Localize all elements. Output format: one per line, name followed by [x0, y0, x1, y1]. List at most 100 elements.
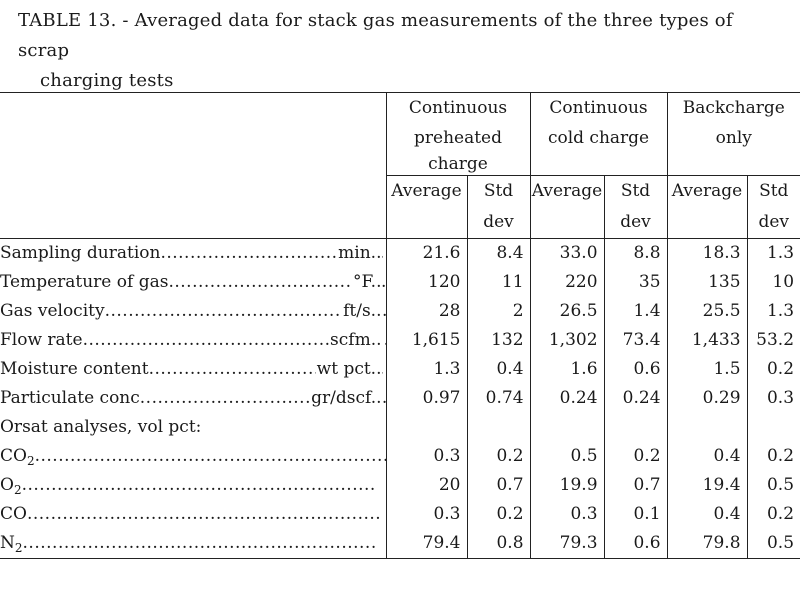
row-label: Temperature of gas......................…: [0, 268, 386, 297]
table-cell: 25.5: [666, 297, 748, 326]
row-label-text: CO: [0, 504, 27, 524]
table-cell: 0.97: [385, 384, 467, 413]
table-cell: 28: [385, 297, 467, 326]
subheader-std-line1: Std: [759, 181, 789, 201]
subheader-std-line2: dev: [620, 212, 651, 232]
subheader-average-text: Average: [531, 181, 603, 201]
row-label-text: O: [0, 475, 14, 495]
table-cell: 0.24: [603, 384, 668, 413]
subheader-std-line2: dev: [483, 212, 514, 232]
table-cell: 8.4: [466, 238, 531, 268]
caption-line-1: TABLE 13. - Averaged data for stack gas …: [18, 10, 733, 61]
row-label: CO......................................…: [0, 500, 386, 529]
row-label: Sampling duration.......................…: [0, 239, 386, 268]
table-cell: 19.9: [529, 471, 605, 500]
subheader-std: Std dev: [466, 175, 531, 239]
table-cell: 0.2: [746, 355, 800, 384]
table-cell: 0.2: [466, 442, 531, 471]
subheader-std-line1: Std: [620, 181, 651, 201]
table-cell: 0.3: [385, 442, 467, 471]
table-cell: 0.2: [746, 500, 800, 529]
table-cell: 2: [466, 297, 531, 326]
table-cell: 0.3: [746, 384, 800, 413]
table-cell: 1.6: [529, 355, 605, 384]
table-cell: 0.4: [666, 500, 748, 529]
row-label: Gas velocity............................…: [0, 297, 386, 326]
row-label-subscript: 2: [14, 541, 23, 555]
table-cell: [666, 413, 748, 442]
table-cell: 8.8: [603, 238, 668, 268]
table-cell: 26.5: [529, 297, 605, 326]
table-row: O2......................................…: [0, 471, 800, 500]
row-label: O2......................................…: [0, 471, 386, 500]
orsat-heading: Orsat analyses, vol pct:: [0, 417, 202, 437]
leader-dots: ........................................…: [168, 272, 386, 292]
table-row: N2......................................…: [0, 529, 800, 559]
table-cell: 0.24: [529, 384, 605, 413]
group-header-line: cold charge: [547, 128, 650, 148]
table-cell: 1.4: [603, 297, 668, 326]
subheader-std-line1: Std: [483, 181, 514, 201]
subheader-average: Average: [385, 175, 467, 239]
table-cell: 0.74: [466, 384, 531, 413]
table-cell: 0.2: [603, 442, 668, 471]
row-label-subscript: 2: [13, 483, 22, 497]
table-cell: 35: [603, 268, 668, 297]
table-cell: 0.7: [603, 471, 668, 500]
table-cell: 0.2: [466, 500, 531, 529]
table-cell: 0.29: [666, 384, 748, 413]
leader-dots: ........................................…: [104, 301, 386, 321]
subheader-std: Std dev: [746, 175, 800, 239]
group-header-preheated: Continuous preheated charge: [385, 92, 531, 176]
subheader-blank: [0, 175, 386, 239]
table-cell: 0.4: [666, 442, 748, 471]
table-cell: 1.5: [666, 355, 748, 384]
table-cell: 1.3: [746, 238, 800, 268]
table-row: CO......................................…: [0, 500, 800, 529]
row-label-text: Temperature of gas: [0, 272, 169, 292]
table-cell: 0.2: [746, 442, 800, 471]
subheader-std-line2: dev: [758, 212, 790, 232]
row-label-text: N: [0, 533, 15, 553]
row-label-text: Moisture content: [0, 359, 149, 379]
leader-dots: ........................................…: [21, 475, 376, 495]
row-label-text: Particulate conc: [0, 388, 140, 408]
table-cell: 21.6: [385, 238, 467, 268]
table-cell: [466, 413, 531, 442]
row-label-text: Sampling duration: [0, 243, 161, 263]
table-cell: 0.3: [385, 500, 467, 529]
row-label: N2......................................…: [0, 529, 386, 559]
table-cell: 135: [666, 268, 748, 297]
leader-dots: ........................................…: [22, 533, 377, 553]
group-header-line: only: [715, 128, 752, 148]
row-unit: ft/s..: [342, 297, 382, 326]
header-blank: [0, 92, 386, 176]
leader-dots: ........................................…: [160, 243, 386, 263]
row-unit: gr/dscf..: [310, 384, 382, 413]
table-cell: 0.5: [746, 471, 800, 500]
table-cell: 0.6: [603, 529, 668, 559]
table-row: CO2.....................................…: [0, 442, 800, 471]
table-caption: TABLE 13. - Averaged data for stack gas …: [18, 6, 788, 96]
table-cell: 0.6: [603, 355, 668, 384]
group-header-line: Continuous: [549, 98, 648, 118]
group-header-line: Continuous: [408, 98, 508, 118]
table-cell: 53.2: [746, 326, 800, 355]
table-cell: 1,615: [385, 326, 467, 355]
row-label: Particulate conc........................…: [0, 384, 386, 413]
subheader-average-text: Average: [391, 181, 462, 201]
subheader-std: Std dev: [603, 175, 668, 239]
subheader-average-text: Average: [671, 181, 743, 201]
table-cell: 132: [466, 326, 531, 355]
row-label: Moisture content........................…: [0, 355, 386, 384]
group-header-cold: Continuous cold charge: [529, 92, 668, 176]
table-cell: 1,433: [666, 326, 748, 355]
table-cell: 0.4: [466, 355, 531, 384]
leader-dots: ........................................…: [34, 446, 386, 466]
table-row: Temperature of gas......................…: [0, 268, 800, 297]
table-cell: 0.5: [746, 529, 800, 559]
caption-line-2: charging tests: [40, 70, 174, 91]
table-row: Moisture content........................…: [0, 355, 800, 384]
row-label-text: Gas velocity: [0, 301, 105, 321]
